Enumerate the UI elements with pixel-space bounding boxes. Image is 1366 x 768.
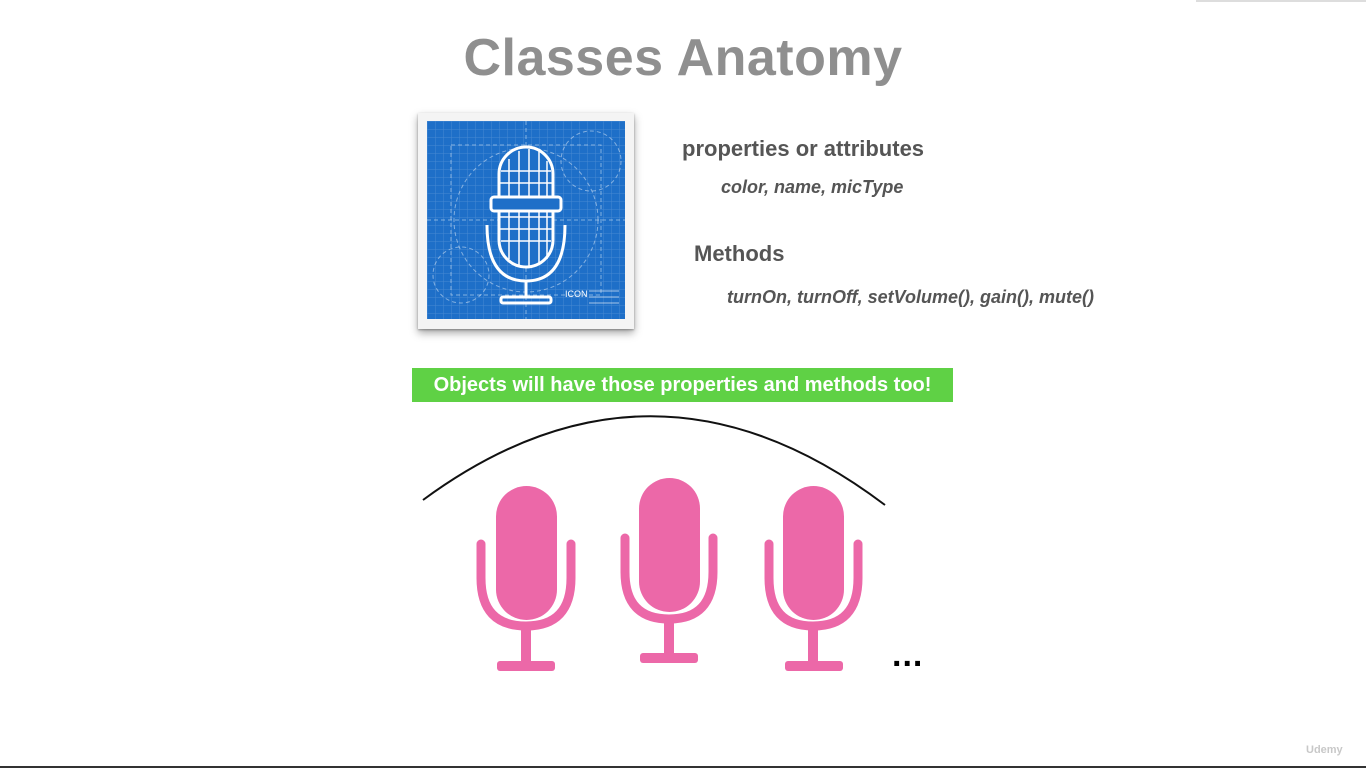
properties-list: color, name, micType [721,177,904,197]
grouping-arc [422,415,886,506]
more-objects-ellipsis: ... [892,636,924,674]
top-edge-bar [1196,0,1366,2]
blueprint-label: ICON [565,289,588,299]
slide-title: Classes Anatomy [463,29,903,87]
properties-heading: properties or attributes [682,136,925,161]
microphone-blueprint-icon: ICON [427,121,625,319]
watermark-logo: Udemy [1306,744,1343,756]
microphone-icon [476,486,576,671]
bottom-border [0,766,1366,768]
methods-heading: Methods [694,241,785,266]
methods-list: turnOn, turnOff, setVolume(), gain(), mu… [727,287,1094,307]
blueprint-card: ICON [418,113,634,329]
objects-banner: Objects will have those properties and m… [412,368,953,402]
microphone-icon [764,486,863,671]
microphone-icon [620,478,718,663]
